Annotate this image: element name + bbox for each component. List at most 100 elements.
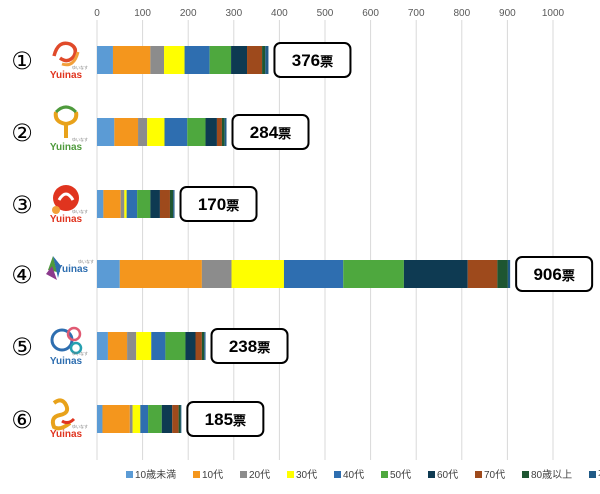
total-label-box: [273, 42, 352, 78]
row-number-label: ⑥: [11, 406, 33, 434]
total-label: 170票: [198, 195, 239, 214]
legend-item: 50代: [381, 469, 411, 481]
logo-brand-name: Yuinas: [50, 142, 83, 153]
bar-segment: [164, 118, 188, 146]
bar-segment: [119, 260, 202, 288]
logo-leaf-icon: [54, 105, 78, 114]
bar-segment: [497, 260, 508, 288]
legend-label: 20代: [249, 469, 270, 481]
bar-segment: [231, 46, 248, 74]
bar-segment: [127, 332, 137, 360]
total-label-box: [515, 256, 594, 292]
logo-brand-sub: ゆいなす: [78, 258, 94, 264]
legend-label: 40代: [343, 469, 364, 481]
legend-label: 50代: [390, 469, 411, 481]
legend: 10歳未満 10代 20代 30代 40代 50代 60代 70代 80歳以上 不明: [126, 469, 600, 481]
bar-segment: [201, 332, 205, 360]
bar-segment: [97, 46, 113, 74]
legend-item: 40代: [334, 469, 364, 481]
bar-segment: [148, 405, 162, 433]
bar-segment: [126, 190, 138, 218]
bar-segment: [102, 405, 130, 433]
total-label: 185票: [205, 410, 246, 429]
logo-ribbon-icon: [50, 398, 72, 431]
bar-segment: [205, 118, 217, 146]
bar-segment: [221, 118, 225, 146]
bar-segment: [97, 332, 108, 360]
bar-segment: [265, 46, 269, 74]
logo-circle-icon: [53, 185, 79, 211]
bar-segment: [150, 190, 160, 218]
legend-swatch: [287, 471, 294, 478]
logo-swirl-icon: [69, 341, 83, 355]
total-label: 376票: [292, 51, 333, 70]
bar-segment: [247, 46, 263, 74]
bar-segment: [164, 46, 185, 74]
bar-segment: [138, 118, 148, 146]
grid-lines: [96, 20, 554, 460]
bar-segment: [132, 405, 141, 433]
bar-segment: [224, 118, 227, 146]
x-axis-ticks: 0 100 200 300 400 500 600 700 800 900 1000: [94, 8, 564, 19]
bar-segment: [184, 46, 210, 74]
logo-swirl-icon: [61, 51, 80, 67]
logo-leaf-icon: [53, 256, 61, 278]
bar-segment: [159, 190, 170, 218]
bar-segment: [107, 332, 128, 360]
legend-item: 80歳以上: [522, 469, 572, 481]
logo-brand-name: Yuinas: [56, 264, 89, 275]
logo-brand-name: Yuinas: [50, 70, 83, 81]
legend-item: 20代: [240, 469, 270, 481]
bar-segment: [195, 332, 202, 360]
row-number-label: ③: [11, 191, 33, 219]
x-tick-label: 600: [362, 8, 379, 19]
bar-segment: [173, 190, 175, 218]
bar-segment: [178, 405, 181, 433]
logo-brand-sub: ゆいなす: [72, 64, 88, 70]
bar-segment: [507, 260, 511, 288]
logo-swirl-icon: [57, 192, 75, 201]
legend-swatch: [126, 471, 133, 478]
bar-segment: [209, 46, 232, 74]
legend-item: 不明: [589, 469, 600, 481]
total-label-box: [231, 114, 310, 150]
legend-swatch: [428, 471, 435, 478]
total-label-box: [210, 328, 289, 364]
logo-leaf-icon: [46, 266, 57, 280]
legend-swatch: [240, 471, 247, 478]
logo-brand-sub: ゆいなす: [72, 423, 88, 429]
x-tick-label: 300: [225, 8, 242, 19]
x-tick-label: 200: [180, 8, 197, 19]
logo-dot-icon: [52, 206, 60, 214]
total-label: 284票: [250, 123, 291, 142]
bar-segment: [262, 46, 266, 74]
x-tick-label: 400: [271, 8, 288, 19]
legend-item: 60代: [428, 469, 458, 481]
row-number-label: ④: [11, 261, 33, 289]
total-label-box: [186, 401, 265, 437]
logo-swirl-icon: [66, 326, 82, 342]
x-tick-label: 500: [317, 8, 334, 19]
logo-ribbon-icon: [61, 417, 76, 425]
legend-swatch: [589, 471, 596, 478]
bar-segment: [120, 190, 125, 218]
legend-label: 不明: [598, 469, 600, 481]
bar-segment: [136, 332, 152, 360]
bar-segment: [185, 332, 196, 360]
x-tick-label: 0: [94, 8, 100, 19]
legend-swatch: [381, 471, 388, 478]
bar-segment: [169, 190, 174, 218]
legend-label: 10歳未満: [135, 469, 176, 481]
x-tick-label: 100: [134, 8, 151, 19]
